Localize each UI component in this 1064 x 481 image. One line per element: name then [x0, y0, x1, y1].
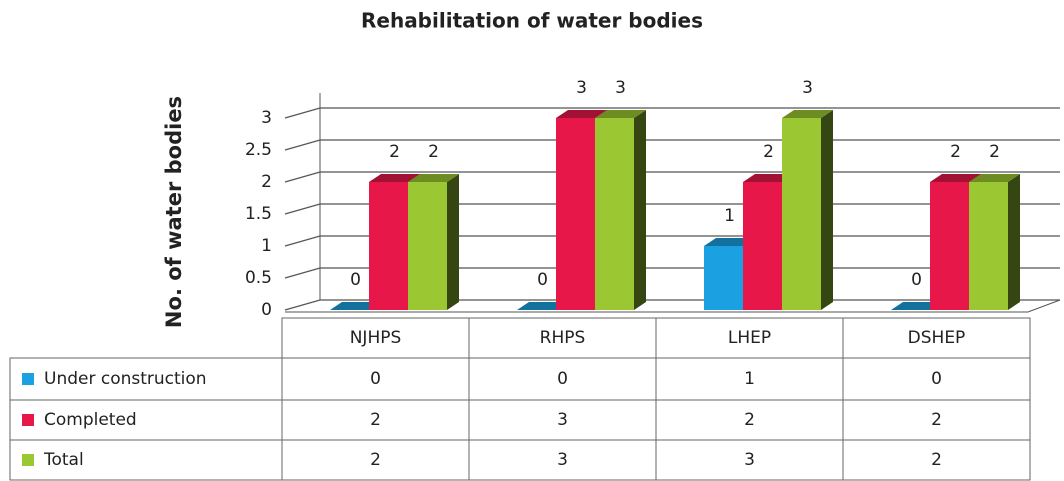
table-cell: 2 [744, 410, 755, 430]
table-cell: 2 [931, 410, 942, 430]
legend-swatch [22, 373, 34, 385]
grid-line [284, 107, 1060, 119]
bar-side [821, 110, 833, 310]
y-axis-label: No. of water bodies [162, 96, 186, 328]
value-label: 3 [802, 78, 813, 98]
bar [743, 182, 782, 310]
bar-top [891, 302, 942, 310]
y-tick-label: 2 [261, 172, 272, 192]
bar [704, 246, 743, 310]
legend-swatch [22, 454, 34, 466]
table-cell: 3 [557, 450, 568, 470]
value-label: 2 [763, 142, 774, 162]
bar [408, 182, 447, 310]
bar-top [408, 174, 459, 182]
legend-label: Under construction [44, 369, 207, 389]
table-cell: 2 [370, 410, 381, 430]
value-label: 2 [428, 142, 439, 162]
bar-top [969, 174, 1020, 182]
value-label: 0 [911, 270, 922, 290]
bar-top [330, 302, 381, 310]
bar [369, 182, 408, 310]
bar-top [595, 110, 646, 118]
bar [969, 182, 1008, 310]
bar-top [930, 174, 981, 182]
legend-label: Total [43, 450, 84, 470]
table-cell: 0 [370, 369, 381, 389]
bar-top [782, 110, 833, 118]
value-label: 0 [350, 270, 361, 290]
bar [556, 118, 595, 310]
x-tick-label: NJHPS [350, 328, 402, 348]
bar-top [743, 174, 794, 182]
bar [782, 118, 821, 310]
table-cell: 3 [557, 410, 568, 430]
y-tick-label: 3 [261, 108, 272, 128]
table-cell: 2 [370, 450, 381, 470]
value-label: 0 [537, 270, 548, 290]
bar [595, 118, 634, 310]
bar [930, 182, 969, 310]
value-label: 1 [724, 206, 735, 226]
table-cell: 0 [931, 369, 942, 389]
y-tick-label: 1.5 [245, 204, 272, 224]
bar-top [517, 302, 568, 310]
y-tick-label: 0.5 [245, 268, 272, 288]
table-cell: 1 [744, 369, 755, 389]
value-label: 2 [389, 142, 400, 162]
bar-side [634, 110, 646, 310]
table-cell: 3 [744, 450, 755, 470]
x-tick-label: RHPS [540, 328, 586, 348]
grid-line [284, 139, 1060, 151]
bar-side [447, 174, 459, 310]
value-label: 2 [989, 142, 1000, 162]
legend-label: Completed [44, 410, 137, 430]
bar-top [704, 238, 755, 246]
floor [285, 299, 1061, 313]
y-tick-label: 0 [261, 300, 272, 320]
value-label: 3 [615, 78, 626, 98]
chart-title: Rehabilitation of water bodies [361, 9, 703, 33]
x-tick-label: DSHEP [908, 328, 966, 348]
table-cell: 2 [931, 450, 942, 470]
bar-top [556, 110, 607, 118]
bar-side [1008, 174, 1020, 310]
table-cell: 0 [557, 369, 568, 389]
y-tick-label: 1 [261, 236, 272, 256]
y-tick-label: 2.5 [245, 140, 272, 160]
bar-top [369, 174, 420, 182]
legend-swatch [22, 414, 34, 426]
value-label: 2 [950, 142, 961, 162]
value-label: 3 [576, 78, 587, 98]
x-tick-label: LHEP [728, 328, 771, 348]
